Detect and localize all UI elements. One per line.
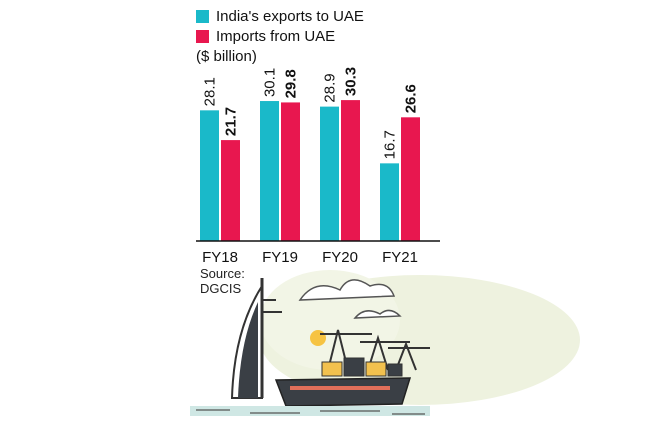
bar-exports-fy19: [260, 101, 279, 241]
x-tick-label-fy20: FY20: [322, 249, 358, 266]
x-tick-label-fy19: FY19: [262, 249, 298, 266]
bar-imports-fy19: [281, 102, 300, 242]
data-label-imports-fy19: 29.8: [283, 69, 300, 98]
burj-al-arab-icon: [230, 278, 282, 399]
source-name: DGCIS: [200, 281, 242, 296]
data-label-imports-fy21: 26.6: [403, 84, 420, 113]
legend-label-imports: Imports from UAE: [216, 28, 336, 45]
unit-label: ($ billion): [196, 48, 257, 65]
bars-group: 28.121.7 30.1 29.8 28.9 30.3 16.726.6: [200, 67, 420, 242]
port-illustration: [190, 270, 580, 416]
source-label: Source:: [200, 266, 245, 281]
bar-exports-fy18: [200, 110, 219, 242]
bar-imports-fy18: [221, 140, 240, 241]
data-label-imports-fy20: 30.3: [343, 67, 360, 96]
port-cranes-icon: [320, 329, 430, 371]
x-tick-label-fy21: FY21: [382, 249, 418, 266]
legend-item-exports: India's exports to UAE: [196, 8, 364, 25]
legend-label-exports: India's exports to UAE: [216, 8, 364, 25]
bar-imports-fy20: [341, 100, 360, 241]
data-label-imports-fy18: 21.7: [223, 107, 240, 136]
x-tick-labels-group: FY18 FY19 FY20 FY21: [202, 249, 418, 266]
source-note: Source: DGCIS: [200, 266, 245, 296]
legend-item-imports: Imports from UAE: [196, 28, 335, 45]
data-label-exports-fy21: 16.7: [382, 130, 399, 159]
bar-imports-fy21: [401, 117, 420, 241]
data-label-exports-fy20: 28.9: [322, 73, 339, 102]
bar-exports-fy20: [320, 106, 339, 242]
bar-exports-fy21: [380, 163, 399, 241]
legend-swatch-exports: [196, 10, 209, 23]
sun-icon: [310, 330, 326, 346]
legend-swatch-imports: [196, 30, 209, 43]
cargo-ship-icon: [274, 357, 412, 407]
x-tick-label-fy18: FY18: [202, 249, 238, 266]
data-label-exports-fy18: 28.1: [202, 77, 219, 106]
data-label-exports-fy19: 30.1: [262, 68, 279, 97]
